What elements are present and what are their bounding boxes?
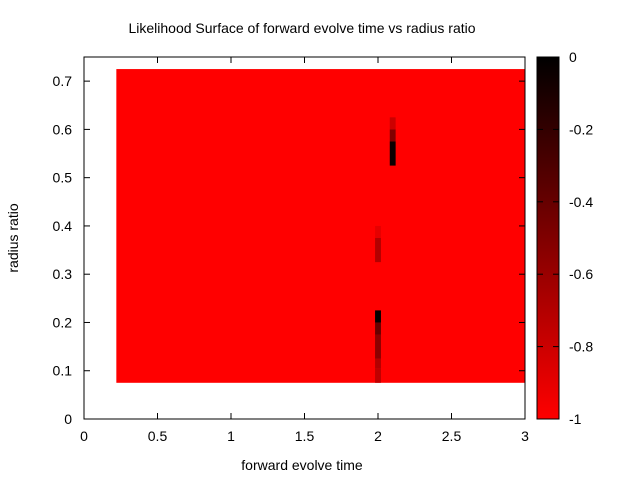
heatmap-cell	[389, 129, 396, 142]
colorbar-tick-label: -1	[569, 411, 582, 427]
y-axis-label: radius ratio	[5, 203, 21, 272]
y-tick-label: 0.4	[53, 218, 73, 234]
colorbar-tick-label: -0.2	[569, 121, 593, 137]
x-axis-ticks: 0 0.5 1 1.5 2 2.5 3	[80, 57, 529, 444]
y-axis-ticks: 0 0.1 0.2 0.3 0.4 0.5 0.6 0.7	[53, 73, 525, 427]
heatmap-cell	[375, 322, 381, 335]
heatmap-cell	[375, 358, 381, 369]
x-tick-label: 0	[80, 428, 88, 444]
y-tick-label: 0.1	[53, 363, 73, 379]
colorbar-tick-label: 0	[569, 49, 577, 65]
colorbar-tick-label: -0.4	[569, 194, 593, 210]
y-tick-label: 0.6	[53, 121, 73, 137]
x-tick-label: 1	[227, 428, 235, 444]
heatmap-cell	[375, 368, 381, 383]
heatmap-cell	[389, 141, 396, 166]
x-tick-label: 2.5	[442, 428, 462, 444]
x-tick-label: 0.5	[148, 428, 168, 444]
y-tick-label: 0.3	[53, 266, 73, 282]
colorbar-tick-label: -0.6	[569, 266, 593, 282]
heatmap-cell	[375, 238, 381, 263]
heatmap-cells	[116, 69, 525, 383]
x-axis-label: forward evolve time	[241, 457, 363, 473]
x-tick-label: 3	[521, 428, 529, 444]
colorbar-tick-label: -0.8	[569, 339, 593, 355]
chart-title: Likelihood Surface of forward evolve tim…	[128, 20, 475, 36]
colorbar	[536, 56, 560, 420]
x-tick-label: 1.5	[295, 428, 315, 444]
x-tick-label: 2	[374, 428, 382, 444]
y-tick-label: 0	[64, 411, 72, 427]
y-tick-label: 0.2	[53, 314, 73, 330]
colorbar-ticks: 0 -0.2 -0.4 -0.6 -0.8 -1	[537, 49, 593, 427]
heatmap-surface	[116, 69, 525, 383]
heatmap-cell	[375, 225, 381, 238]
y-tick-label: 0.7	[53, 73, 73, 89]
heatmap-cell	[375, 310, 381, 323]
heatmap-cell	[375, 334, 381, 359]
heatmap-cell	[389, 117, 396, 130]
y-tick-label: 0.5	[53, 170, 73, 186]
